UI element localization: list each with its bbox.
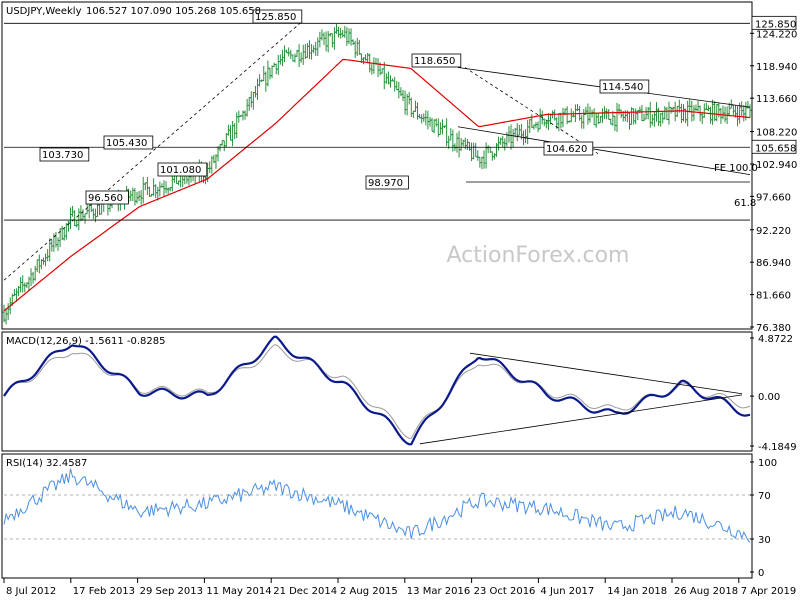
rsi-layer bbox=[3, 468, 751, 543]
x-axis-label: 17 Feb 2013 bbox=[73, 586, 135, 597]
x-axis-label: 14 Jan 2018 bbox=[607, 586, 667, 597]
price-marker-label: 105.658 bbox=[755, 143, 796, 154]
price-axis-label: 76.380 bbox=[756, 323, 791, 334]
annotation-box bbox=[252, 9, 303, 24]
price-marker-box bbox=[751, 15, 797, 30]
price-axis-label: 92.220 bbox=[756, 226, 791, 237]
annotation-label: 125.850 bbox=[255, 12, 296, 23]
price-marker-box bbox=[751, 139, 797, 154]
price-axis-label: 102.940 bbox=[756, 160, 797, 171]
chart-header-ohlc: 106.527 107.090 105.268 105.658 bbox=[86, 6, 261, 17]
annotation-box bbox=[543, 141, 594, 156]
x-axis-label: 8 Jul 2012 bbox=[6, 586, 56, 597]
annotation-box bbox=[39, 147, 90, 162]
macd-axis-label: 0.00 bbox=[758, 392, 780, 403]
rsi-axis-label: 0 bbox=[758, 568, 764, 579]
macd-legend: MACD(12,26,9) -1.5611 -0.8285 bbox=[6, 336, 166, 347]
x-axis-label: 4 Jun 2017 bbox=[540, 586, 594, 597]
price-axis-label: 113.660 bbox=[756, 94, 797, 105]
x-axis-label: 26 Aug 2018 bbox=[674, 586, 738, 597]
rsi-legend: RSI(14) 32.4587 bbox=[6, 458, 87, 469]
projection-line bbox=[3, 23, 301, 281]
macd-trend-line bbox=[469, 352, 743, 395]
axis-layer: 124.220 118.940 113.660 108.220 102.940 97.66… bbox=[3, 15, 797, 597]
price-axis-label: 86.940 bbox=[756, 258, 791, 269]
annotation-label: 114.540 bbox=[602, 82, 643, 93]
x-axis-label: 11 May 2014 bbox=[206, 586, 271, 597]
watermark: ActionForex.com bbox=[447, 243, 630, 268]
macd-trend-line bbox=[419, 394, 743, 445]
price-axis-label: 97.660 bbox=[756, 192, 791, 203]
annotation-box bbox=[85, 190, 129, 205]
annotation-box bbox=[411, 53, 462, 68]
x-axis-label: 2 Aug 2015 bbox=[340, 586, 398, 597]
annotation-label: 61.8 bbox=[734, 198, 756, 209]
macd-panel bbox=[1, 331, 753, 452]
macd-layer bbox=[3, 335, 751, 446]
price-layer: 125.850 118.650 114.540 105.430 103.730 104.6… bbox=[2, 9, 758, 325]
price-axis-label: 124.220 bbox=[756, 29, 797, 40]
rsi-series-line bbox=[3, 468, 751, 543]
annotation-box bbox=[157, 162, 208, 177]
x-axis-label: 21 Dec 2014 bbox=[273, 586, 337, 597]
annotation-label: 101.080 bbox=[160, 165, 201, 176]
x-axis-label: 7 Apr 2019 bbox=[741, 586, 796, 597]
annotation-box bbox=[599, 79, 650, 94]
macd-series-line bbox=[3, 335, 751, 446]
annotation-label: 103.730 bbox=[42, 150, 83, 161]
price-axis-label: 118.940 bbox=[756, 62, 797, 73]
annotation-label: 105.430 bbox=[106, 138, 147, 149]
annotation-box bbox=[103, 135, 154, 150]
x-axis-label: 13 Mar 2016 bbox=[407, 586, 470, 597]
x-axis-label: 23 Oct 2016 bbox=[474, 586, 536, 597]
x-axis-label: 29 Sep 2013 bbox=[140, 586, 203, 597]
projection-line bbox=[464, 67, 599, 154]
annotation-label: 104.620 bbox=[546, 144, 587, 155]
annotation-label: FE 100.0 bbox=[714, 163, 758, 174]
rsi-axis-label: 30 bbox=[758, 535, 771, 546]
price-marker-label: 125.850 bbox=[755, 19, 796, 30]
price-axis-label: 81.660 bbox=[756, 291, 791, 302]
rsi-axis-label: 70 bbox=[758, 491, 771, 502]
annotation-label: 98.970 bbox=[368, 178, 403, 189]
moving-average-line bbox=[3, 58, 751, 312]
rsi-axis-label: 100 bbox=[758, 458, 777, 469]
annotation-label: 118.650 bbox=[414, 56, 455, 67]
annotation-box bbox=[365, 175, 409, 190]
annotation-label: 96.560 bbox=[88, 193, 123, 204]
macd-axis-label: 4.8722 bbox=[758, 334, 793, 345]
macd-axis-label: -4.1849 bbox=[758, 442, 797, 453]
channel-lower-line bbox=[457, 126, 751, 176]
price-axis-label: 108.220 bbox=[756, 128, 797, 139]
chart-header-symbol: USDJPY,Weekly bbox=[6, 6, 82, 17]
price-panel bbox=[1, 1, 753, 330]
